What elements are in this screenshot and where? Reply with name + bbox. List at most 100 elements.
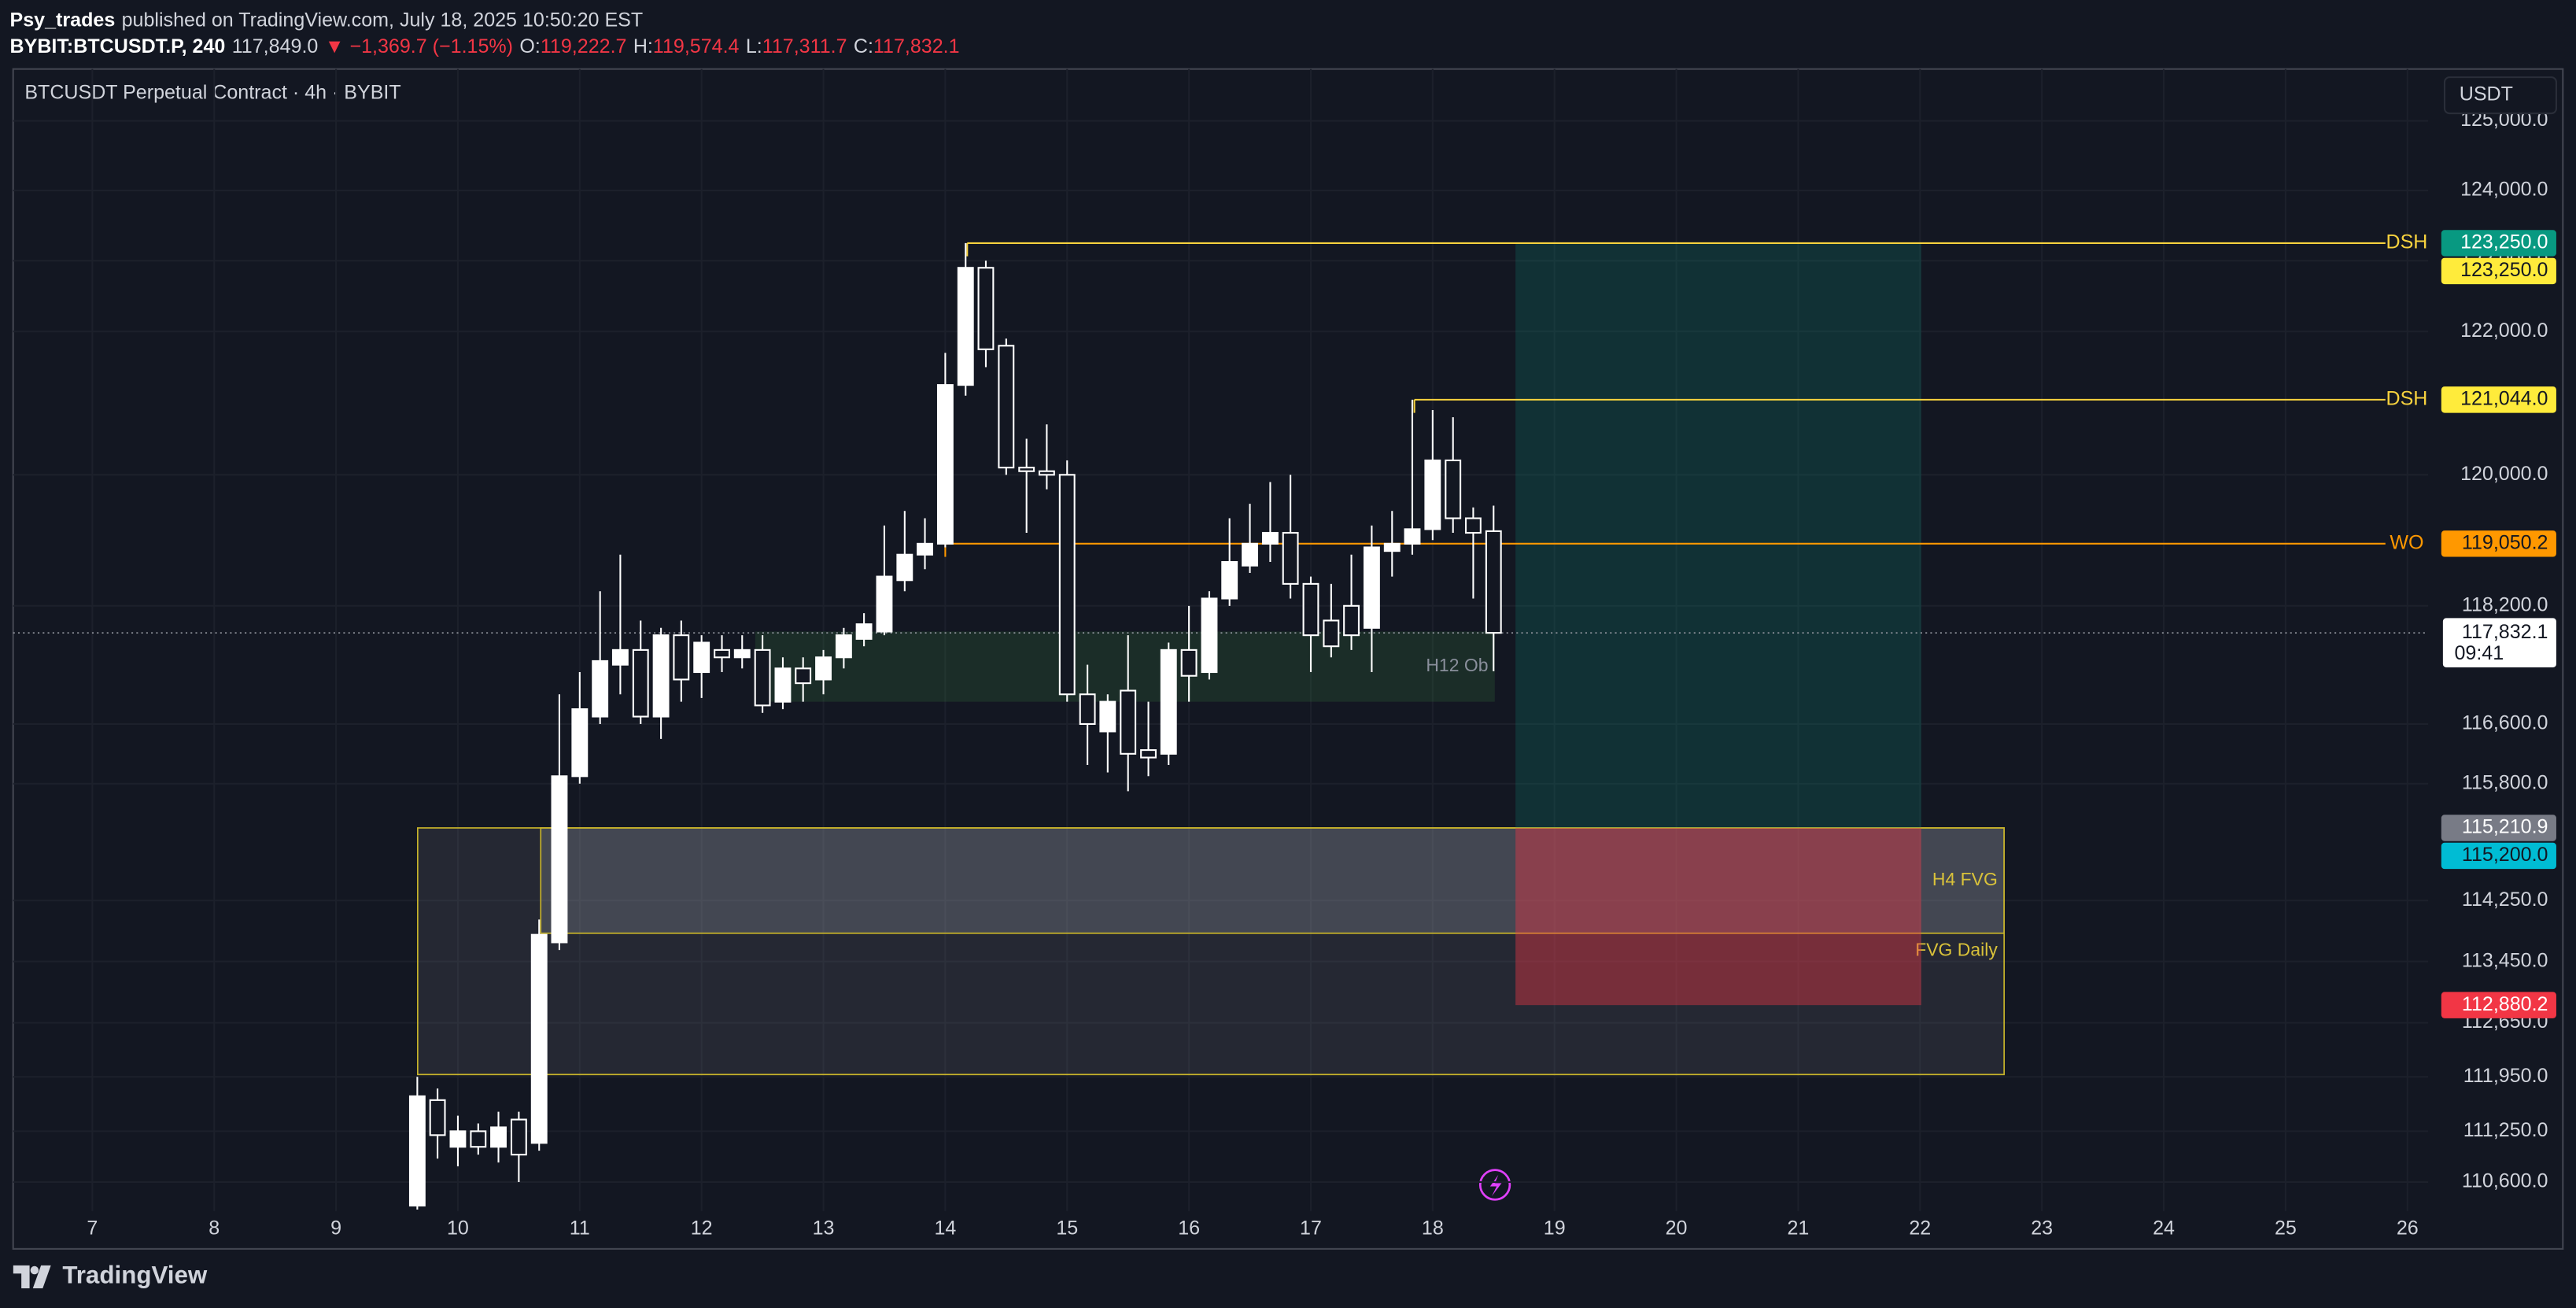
candle-body: [1343, 604, 1360, 637]
candle-body: [998, 345, 1015, 469]
x-tick-label: 24: [2153, 1217, 2175, 1239]
price-label-bg: [2441, 842, 2556, 870]
candle-body: [754, 648, 771, 707]
published: published on TradingView.com, July 18, 2…: [121, 8, 644, 31]
zone-label: H4 FVG: [1932, 869, 1998, 889]
candle-body: [977, 267, 995, 350]
ohlc-key: L:: [745, 34, 762, 58]
zone-label: H12 Ob: [1426, 655, 1488, 675]
candle-body: [1099, 700, 1116, 733]
x-tick-label: 17: [1300, 1217, 1322, 1239]
zone-label: FVG Daily: [1915, 940, 1998, 960]
chart-title: BTCUSDT Perpetual Contract · 4h · BYBIT: [24, 82, 400, 104]
candle-body: [917, 542, 933, 556]
x-tick-label: 15: [1056, 1217, 1078, 1239]
candle-body: [1404, 528, 1421, 545]
symbol-line: BYBIT:BTCUSDT.P, 240 117,849.0 ▼ −1,369.7 …: [10, 33, 966, 59]
candle-body: [1242, 542, 1258, 567]
candle-body: [1383, 542, 1401, 552]
candle-body: [449, 1130, 467, 1148]
currency-button[interactable]: USDT: [2460, 83, 2513, 105]
candle-body: [1058, 474, 1076, 696]
candle-body: [1038, 470, 1055, 476]
frame: [12, 68, 2564, 1250]
x-tick-label: 7: [87, 1217, 98, 1239]
y-tick-label: 115,800.0: [2462, 771, 2548, 793]
candle-body: [1464, 517, 1482, 534]
ohlc-key: C:: [853, 34, 873, 58]
price-label: 123,250.0: [2460, 231, 2548, 253]
y-tick-label: 111,250.0: [2463, 1119, 2548, 1141]
candle-body: [611, 648, 629, 666]
stop-zone: [1515, 827, 1921, 1006]
candle-body: [510, 1118, 527, 1156]
target-zone: [1515, 242, 1921, 828]
candle-body: [896, 553, 913, 582]
candle-body: [1120, 689, 1137, 755]
level-label: DSH: [2386, 231, 2427, 253]
candle-body: [470, 1130, 487, 1148]
price-label-bg: [2441, 815, 2556, 841]
countdown: 09:41: [2454, 642, 2504, 664]
candle-body: [795, 667, 812, 685]
publisher: Psy_trades: [9, 8, 116, 31]
price-label: 121,044.0: [2460, 388, 2548, 410]
candle-body: [835, 634, 852, 659]
zone: [417, 827, 2005, 1076]
x-tick-label: 16: [1178, 1217, 1200, 1239]
price-label: 123,250.0: [2460, 259, 2548, 281]
price-label-bg: [2441, 530, 2556, 557]
x-tick-label: 26: [2397, 1217, 2419, 1239]
level-label: WO: [2390, 531, 2423, 553]
candle-body: [855, 623, 873, 640]
candle-body: [1140, 749, 1157, 759]
price-label: 115,210.9: [2462, 816, 2548, 838]
zone: [540, 827, 2005, 934]
y-tick-label: 114,250.0: [2462, 889, 2548, 911]
candle-body: [1160, 648, 1177, 755]
price-label-bg: [2441, 257, 2556, 285]
candle-body: [1323, 619, 1340, 648]
price-label-bg: [2441, 230, 2556, 257]
ohlc-key: H:: [633, 34, 653, 58]
x-tick-label: 19: [1544, 1217, 1566, 1239]
candle-body: [936, 384, 954, 545]
candle-body: [1282, 531, 1299, 585]
x-tick-label: 25: [2275, 1217, 2297, 1239]
x-tick-label: 8: [209, 1217, 220, 1239]
ohlc-value: 119,222.7: [540, 34, 627, 58]
x-tick-label: 23: [2031, 1217, 2053, 1239]
candle-body: [714, 648, 730, 659]
ohlc-key: O:: [519, 34, 541, 58]
candle-body: [1180, 648, 1198, 677]
price-label: 119,050.2: [2462, 531, 2548, 553]
candle-body: [592, 660, 609, 718]
symbol: BYBIT:BTCUSDT.P, 240: [9, 34, 226, 58]
x-tick-label: 9: [330, 1217, 341, 1239]
price-label-bg: [2441, 386, 2556, 413]
logo: [13, 1264, 51, 1288]
candle-body: [1261, 531, 1279, 545]
candle-body: [429, 1099, 446, 1136]
y-tick-label: 111,950.0: [2463, 1065, 2548, 1087]
event-icon[interactable]: [1478, 1169, 1511, 1201]
candle-body: [693, 641, 710, 674]
candle-body: [1445, 459, 1462, 519]
footer: TradingView: [13, 1262, 208, 1290]
candle-body: [876, 575, 893, 633]
x-tick-label: 13: [813, 1217, 835, 1239]
change: ▼ −1,369.7 (−1.15%): [324, 34, 514, 58]
candle-body: [733, 648, 751, 659]
candle-body: [1485, 530, 1502, 634]
header: Psy_trades published on TradingView.com, …: [10, 6, 966, 59]
candle-body: [673, 634, 690, 681]
x-tick-label: 10: [447, 1217, 469, 1239]
ohlc-value: 117,311.7: [762, 34, 847, 58]
candle-body: [408, 1095, 426, 1206]
candle-body: [530, 933, 548, 1144]
y-tick-label: 120,000.0: [2460, 463, 2548, 485]
currency-button-bg: [2443, 76, 2557, 115]
candle-body: [1018, 467, 1035, 472]
candle-body: [1079, 693, 1096, 725]
candle-body: [490, 1126, 507, 1148]
